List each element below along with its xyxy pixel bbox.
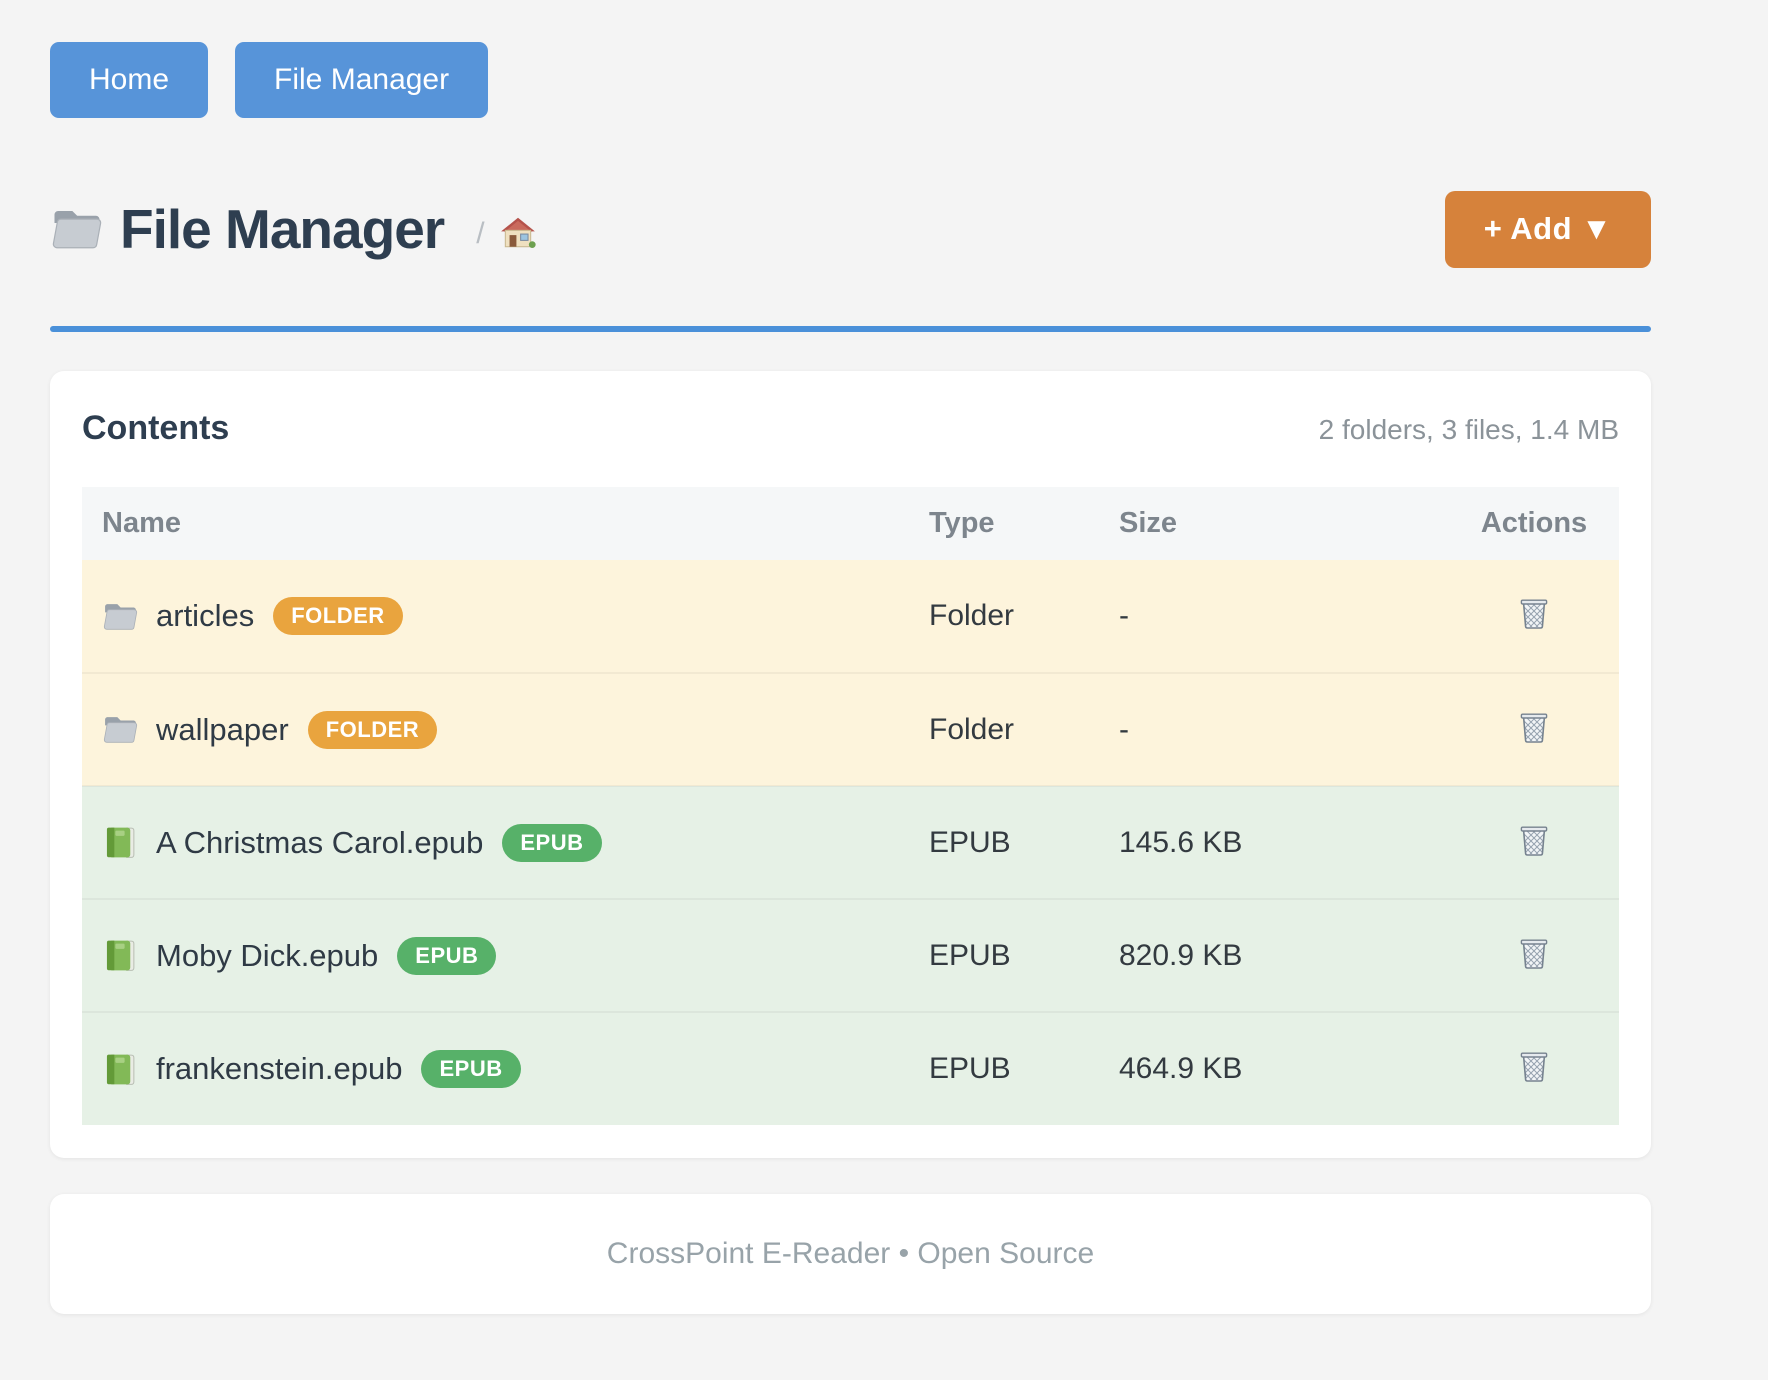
delete-button[interactable]: [1512, 706, 1556, 750]
nav-file-manager-button[interactable]: File Manager: [235, 42, 489, 118]
type-cell: EPUB: [929, 825, 1011, 859]
page-header: File Manager / + Add ▼: [50, 190, 1651, 268]
trash-icon: [1516, 710, 1552, 746]
green-book-icon: [106, 1053, 135, 1085]
item-name[interactable]: articles: [156, 598, 255, 633]
item-name[interactable]: Moby Dick.epub: [156, 937, 379, 973]
item-name[interactable]: wallpaper: [156, 711, 289, 747]
trash-icon: [1516, 936, 1552, 972]
contents-summary: 2 folders, 3 files, 1.4 MB: [1318, 414, 1619, 445]
type-cell: Folder: [929, 599, 1015, 632]
contents-card-header: Contents 2 folders, 3 files, 1.4 MB: [82, 409, 1619, 448]
column-header-type: Type: [929, 507, 995, 539]
table-row[interactable]: A Christmas Carol.epub EPUB EPUB 145.6 K…: [82, 786, 1619, 899]
delete-button[interactable]: [1512, 1045, 1556, 1089]
folder-badge: FOLDER: [307, 710, 438, 749]
header-divider: [50, 326, 1651, 332]
size-cell: 145.6 KB: [1119, 825, 1243, 859]
delete-button[interactable]: [1512, 592, 1556, 636]
footer-text: CrossPoint E-Reader • Open Source: [606, 1237, 1095, 1270]
item-name[interactable]: A Christmas Carol.epub: [156, 824, 484, 860]
item-name[interactable]: frankenstein.epub: [156, 1051, 403, 1086]
contents-card: Contents 2 folders, 3 files, 1.4 MB Name…: [50, 371, 1651, 1158]
delete-button[interactable]: [1512, 819, 1556, 863]
column-header-actions: Actions: [1480, 507, 1588, 539]
trash-icon: [1516, 596, 1552, 632]
folder-badge: FOLDER: [273, 597, 403, 635]
title-group: File Manager /: [50, 197, 1445, 260]
folder-icon: [103, 716, 138, 743]
breadcrumb-separator: /: [476, 217, 485, 250]
column-header-name: Name: [102, 507, 181, 539]
table-row[interactable]: frankenstein.epub EPUB EPUB 464.9 KB: [82, 1012, 1619, 1125]
page-container: Home File Manager File Manager / + Add ▼…: [50, 0, 1651, 1314]
table-row[interactable]: Moby Dick.epub EPUB EPUB 820.9 KB: [82, 899, 1619, 1012]
type-cell: Folder: [929, 712, 1015, 746]
size-cell: -: [1119, 712, 1129, 746]
footer-card: CrossPoint E-Reader • Open Source: [50, 1194, 1651, 1314]
trash-icon: [1516, 1049, 1552, 1085]
table-header-row: Name Type Size Actions: [82, 487, 1619, 560]
epub-badge: EPUB: [421, 1050, 521, 1088]
column-header-size: Size: [1119, 507, 1178, 539]
green-book-icon: [106, 940, 135, 971]
epub-badge: EPUB: [397, 936, 497, 975]
green-book-icon: [106, 827, 135, 858]
table-row[interactable]: wallpaper FOLDER Folder -: [82, 673, 1619, 786]
page-title: File Manager: [120, 197, 445, 260]
type-cell: EPUB: [929, 1052, 1011, 1085]
file-table: Name Type Size Actions articles FOLDER: [82, 487, 1619, 1125]
delete-button[interactable]: [1512, 932, 1556, 976]
trash-icon: [1516, 823, 1552, 859]
size-cell: 464.9 KB: [1119, 1052, 1243, 1085]
size-cell: -: [1119, 599, 1129, 632]
nav-home-button[interactable]: Home: [50, 42, 209, 118]
house-icon[interactable]: [499, 206, 537, 252]
size-cell: 820.9 KB: [1119, 938, 1243, 972]
folder-icon: [52, 210, 102, 249]
type-cell: EPUB: [929, 938, 1011, 972]
epub-badge: EPUB: [502, 823, 602, 862]
table-row[interactable]: articles FOLDER Folder -: [82, 560, 1619, 673]
top-nav: Home File Manager: [50, 0, 1651, 118]
contents-title: Contents: [82, 409, 230, 447]
add-button[interactable]: + Add ▼: [1445, 190, 1651, 268]
folder-icon: [103, 603, 138, 630]
